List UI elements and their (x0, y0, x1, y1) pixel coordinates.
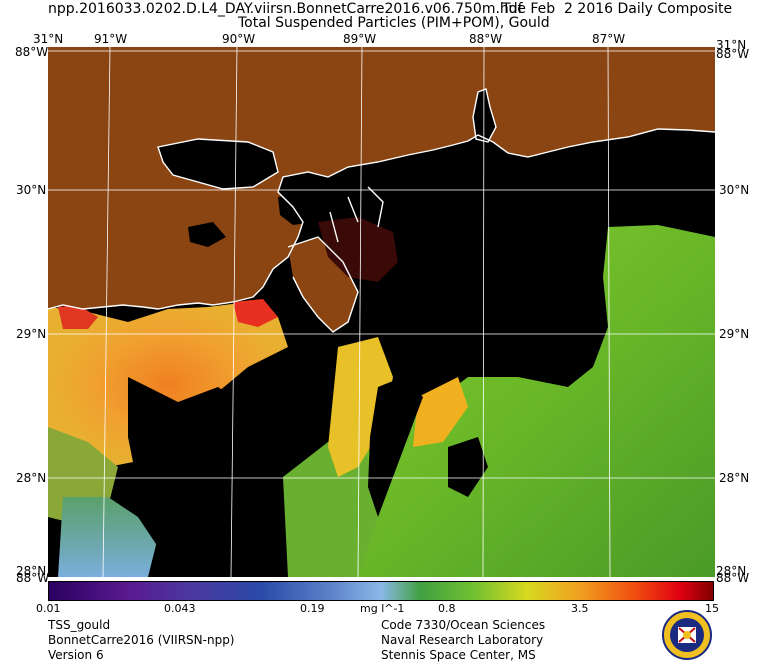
product-title: Total Suspended Particles (PIM+POM), Gou… (238, 15, 550, 31)
lake-pontchartrain (158, 139, 278, 189)
lake-borgne (278, 192, 323, 225)
colorbar-units: mg l^-1 (360, 602, 405, 615)
land-mass (48, 47, 715, 309)
footer-org-name: Naval Research Laboratory (381, 633, 544, 647)
colorbar-tick: 0.043 (164, 602, 196, 615)
lat-label-left: 29°N (16, 327, 47, 341)
file-name: npp.2016033.0202.D.L4_DAY.viirsn.BonnetC… (48, 1, 523, 17)
footer-dataset: BonnetCarre2016 (VIIRSN-npp) (48, 633, 235, 647)
marsh-patch (318, 217, 398, 282)
coastline (48, 88, 715, 333)
corner-label-tl-top: 31°N (33, 32, 64, 46)
composite-date: Tue Feb 2 2016 Daily Composite (502, 1, 733, 17)
corner-label-bl-top: 28°N (16, 564, 47, 578)
lon-label: 91°W (94, 32, 128, 46)
color-scale-bar (48, 581, 714, 601)
corner-label-br-right: 88°W (716, 571, 750, 585)
colorbar-tick: 0.01 (36, 602, 61, 615)
lon-label: 89°W (343, 32, 377, 46)
satellite-map (48, 47, 715, 577)
corner-label-tl-left: 88°W (15, 45, 49, 59)
nrl-seal-icon (662, 610, 712, 660)
corner-label-bl-left: 88°W (16, 571, 50, 585)
lat-label-right: 28°N (719, 471, 750, 485)
footer-version: Version 6 (48, 648, 104, 662)
corner-label-tr-right: 88°W (716, 47, 750, 61)
lon-label: 87°W (592, 32, 626, 46)
tss-field (48, 225, 715, 577)
lat-label-right: 29°N (719, 327, 750, 341)
footer-org-code: Code 7330/Ocean Sciences (381, 618, 546, 632)
colorbar-tick: 0.8 (438, 602, 456, 615)
footer-product: TSS_gould (48, 618, 111, 632)
corner-label-tr-top: 31°N (716, 38, 747, 52)
footer-org-location: Stennis Space Center, MS (381, 648, 536, 662)
mobile-bay (473, 89, 496, 142)
lon-label: 90°W (222, 32, 256, 46)
corner-label-br-top: 28°N (716, 564, 747, 578)
colorbar-tick: 15 (705, 602, 719, 615)
colorbar-tick: 0.19 (300, 602, 325, 615)
lat-label-left: 30°N (16, 183, 47, 197)
graticule (48, 47, 715, 577)
lat-label-left: 28°N (16, 471, 47, 485)
lat-label-right: 30°N (719, 183, 750, 197)
lake (188, 222, 226, 247)
colorbar-tick: 3.5 (571, 602, 589, 615)
lon-label: 88°W (469, 32, 503, 46)
